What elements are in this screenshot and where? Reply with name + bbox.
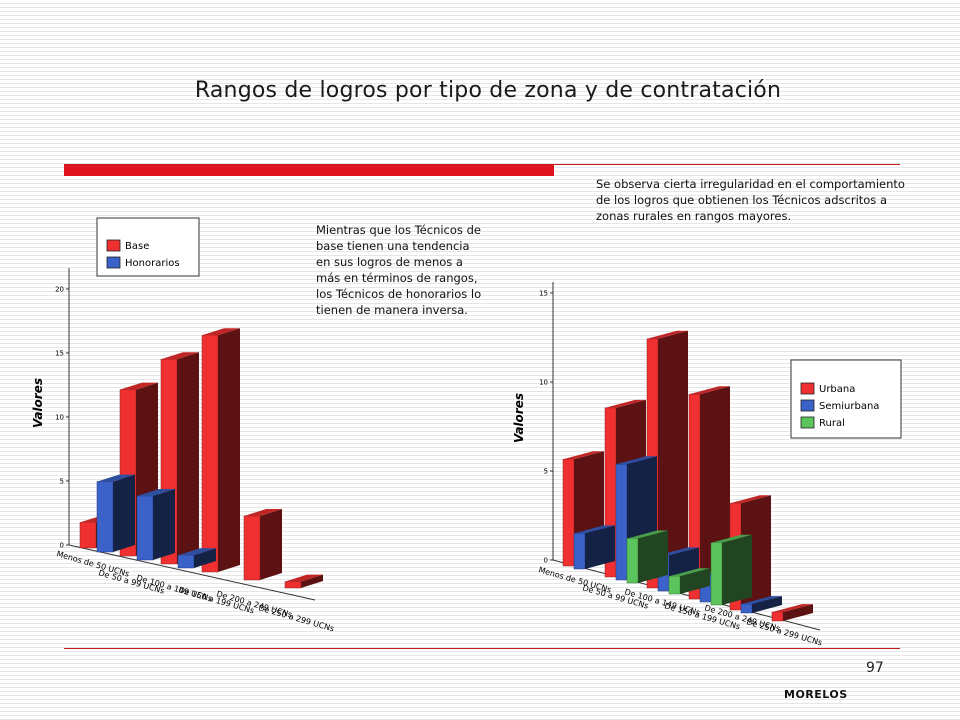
- bar-base-top: [161, 352, 199, 360]
- bar-honorarios-side: [113, 474, 135, 552]
- legend-swatch-semiurbana: [800, 399, 815, 412]
- legend-swatch-rural: [800, 416, 815, 429]
- y-tick-label: 0: [60, 542, 64, 550]
- y-axis-label: Valores: [31, 378, 45, 428]
- bar-urbana-top: [730, 495, 771, 504]
- bar-urbana-top: [605, 399, 646, 408]
- bar-urbana-top: [647, 330, 688, 339]
- title-accent-bar: [64, 165, 554, 176]
- y-axis-label: Valores: [512, 393, 526, 443]
- bar-semiurbana-side: [752, 596, 782, 613]
- bar-base-top: [285, 574, 323, 582]
- footer-label: MORELOS: [784, 688, 848, 701]
- bar-semiurbana-front: [740, 603, 753, 614]
- bar-base-side: [301, 574, 323, 588]
- legend-label-urbana: Urbana: [819, 384, 855, 395]
- bar-urbana-front: [562, 458, 575, 567]
- bar-urbana-side: [658, 330, 688, 588]
- bar-base-side: [177, 352, 199, 564]
- bar-rural-front: [668, 575, 681, 595]
- bar-urbana-top: [772, 604, 813, 613]
- y-tick-label: 5: [60, 478, 64, 486]
- bar-semiurbana-top: [658, 547, 699, 556]
- bar-rural-top: [669, 568, 710, 577]
- top-divider-line: [64, 164, 900, 165]
- legend-swatch-base: [106, 239, 121, 252]
- bar-base-side: [218, 328, 240, 572]
- bar-semiurbana-side: [585, 525, 615, 569]
- y-tick-label: 15: [55, 350, 64, 358]
- bar-honorarios-side: [153, 489, 175, 560]
- bar-rural-side: [680, 568, 710, 594]
- legend-swatch-honorarios: [106, 256, 121, 269]
- bar-base-top: [244, 509, 282, 516]
- note-left: Mientras que los Técnicos de base tienen…: [316, 223, 482, 317]
- bar-rural-side: [638, 530, 668, 583]
- legend-box: [790, 359, 902, 439]
- bar-urbana-front: [771, 611, 784, 622]
- y-tick-label: 15: [539, 290, 548, 298]
- bar-rural-top: [711, 534, 752, 543]
- legend-swatch-urbana: [800, 382, 815, 395]
- x-axis: [68, 544, 316, 601]
- y-tick-label: 20: [55, 286, 64, 294]
- page-number: 97: [866, 660, 884, 676]
- y-tick-label: 10: [55, 414, 64, 422]
- bar-rural-side: [722, 534, 752, 605]
- legend-label-rural: Rural: [819, 418, 845, 429]
- legend-label-semiurbana: Semiurbana: [819, 401, 879, 412]
- bar-urbana-side: [783, 604, 813, 621]
- bar-honorarios-top: [97, 474, 135, 482]
- bar-honorarios-top: [137, 489, 175, 496]
- bar-rural-top: [627, 530, 668, 539]
- bar-rural-front: [626, 538, 639, 584]
- bar-semiurbana-top: [616, 456, 657, 465]
- note-right: Se observa cierta irregularidad en el co…: [596, 177, 905, 223]
- y-tick-label: 10: [539, 379, 548, 387]
- y-tick-label: 5: [544, 468, 548, 476]
- bar-honorarios-side: [194, 548, 216, 568]
- bar-semiurbana-front: [573, 533, 586, 570]
- bar-semiurbana-top: [741, 596, 782, 605]
- bar-rural-front: [710, 542, 723, 606]
- bar-semiurbana-top: [574, 525, 615, 534]
- legend-label-honorarios: Honorarios: [125, 258, 180, 269]
- bar-base-top: [202, 328, 240, 336]
- legend-label-base: Base: [125, 241, 149, 252]
- bar-honorarios-top: [178, 548, 216, 556]
- x-category-label: De 250 a 299 UCNs: [745, 617, 823, 647]
- bottom-divider-line: [64, 648, 900, 649]
- bar-urbana-top: [689, 386, 730, 395]
- bar-base-side: [260, 509, 282, 580]
- bar-urbana-top: [563, 451, 604, 460]
- bar-base-top: [120, 382, 158, 390]
- page-title: Rangos de logros por tipo de zona y de c…: [194, 78, 782, 103]
- bar-semiurbana-front: [615, 464, 628, 581]
- y-tick-label: 0: [544, 557, 548, 565]
